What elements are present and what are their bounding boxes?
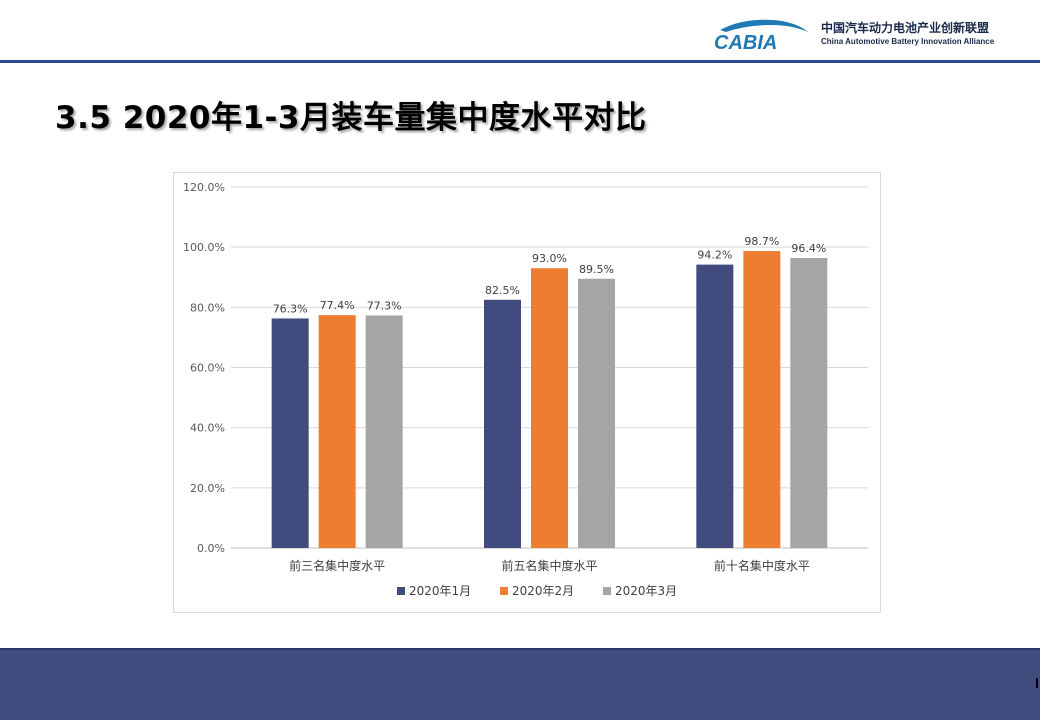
data-label: 93.0% [532, 252, 567, 265]
y-tick-label: 20.0% [190, 482, 225, 495]
data-label: 77.3% [367, 299, 402, 312]
y-tick-label: 0.0% [197, 542, 225, 555]
data-label: 89.5% [579, 263, 614, 276]
bar [484, 299, 521, 548]
car-swoosh-icon: CABIA [714, 19, 808, 52]
bar [578, 278, 615, 548]
legend-label: 2020年1月 [409, 584, 471, 598]
logo-mark-text: CABIA [714, 32, 777, 52]
bar [743, 251, 781, 548]
bar [790, 257, 828, 548]
footer-marker [1036, 678, 1038, 688]
y-tick-label: 40.0% [190, 422, 225, 435]
x-category-label: 前十名集中度水平 [714, 558, 810, 573]
legend-swatch [500, 587, 508, 595]
y-tick-label: 100.0% [183, 241, 225, 254]
logo-text-en: China Automotive Battery Innovation Alli… [821, 37, 995, 46]
footer-line [0, 648, 1040, 650]
data-label: 82.5% [485, 284, 520, 297]
bar-chart: 0.0% 20.0% 40.0% 60.0% 80.0% 100.0% 120.0% 76.3… [183, 181, 868, 598]
y-tick-label: 60.0% [190, 362, 225, 375]
header-rule [0, 60, 1040, 63]
legend-label: 2020年3月 [615, 584, 677, 598]
legend-swatch [397, 587, 405, 595]
x-category-label: 前三名集中度水平 [289, 558, 385, 573]
data-label: 77.4% [320, 299, 355, 312]
bar [531, 268, 568, 548]
data-label: 76.3% [273, 302, 308, 315]
logo-text-cn: 中国汽车动力电池产业创新联盟 [821, 21, 990, 35]
cabia-logo: CABIA 中国汽车动力电池产业创新联盟 China Automotive Ba… [712, 16, 1012, 52]
bar [696, 264, 734, 548]
y-tick-label: 120.0% [183, 181, 225, 194]
data-label: 94.2% [697, 249, 732, 262]
bar [365, 315, 403, 548]
bar [271, 318, 309, 548]
page-title: 3.5 2020年1-3月装车量集中度水平对比 [55, 100, 647, 136]
footer-band [0, 650, 1040, 720]
bar [318, 315, 356, 548]
legend-swatch [603, 587, 611, 595]
chart-panel: 0.0% 20.0% 40.0% 60.0% 80.0% 100.0% 120.0% 76.3… [173, 172, 881, 613]
x-category-label: 前五名集中度水平 [501, 558, 597, 573]
data-label: 96.4% [791, 242, 826, 255]
data-label: 98.7% [744, 235, 779, 248]
legend-label: 2020年2月 [512, 584, 574, 598]
y-tick-label: 80.0% [190, 301, 225, 314]
